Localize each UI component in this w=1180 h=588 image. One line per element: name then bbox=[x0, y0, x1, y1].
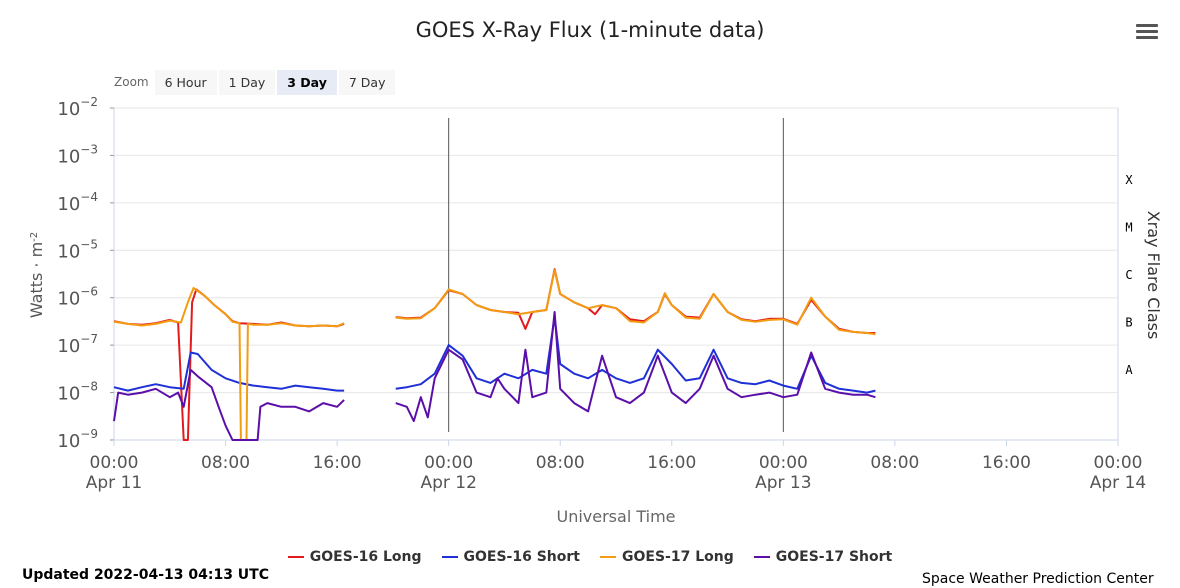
x-tick-time-label: 16:00 bbox=[647, 453, 696, 473]
zoom-selector: Zoom 6 Hour 1 Day 3 Day 7 Day bbox=[114, 69, 397, 95]
flare-class-label: C bbox=[1125, 268, 1132, 282]
legend-swatch bbox=[441, 556, 458, 558]
series-line-goes-17-long bbox=[113, 269, 876, 441]
series-lines bbox=[113, 268, 876, 441]
hamburger-menu-icon[interactable] bbox=[1136, 24, 1158, 42]
y-tick-label: 10−6 bbox=[57, 285, 98, 310]
zoom-1-day-button[interactable]: 1 Day bbox=[218, 69, 276, 95]
zoom-7-day-button[interactable]: 7 Day bbox=[338, 69, 396, 95]
x-tick-time-label: 16:00 bbox=[313, 453, 362, 473]
series-line-goes-16-short bbox=[113, 315, 876, 394]
grid bbox=[113, 107, 1119, 441]
credit-text: Space Weather Prediction Center bbox=[922, 571, 1154, 587]
x-tick-time-label: 00:00 bbox=[90, 453, 139, 473]
zoom-6-hour-button[interactable]: 6 Hour bbox=[154, 69, 217, 95]
x-tick-date-label: Apr 12 bbox=[420, 473, 476, 493]
legend-label: GOES-16 Short bbox=[463, 549, 580, 565]
y-tick-label: 10−3 bbox=[57, 142, 98, 167]
x-tick-date-label: Apr 11 bbox=[86, 473, 142, 493]
y-tick-label: 10−7 bbox=[57, 332, 98, 357]
y-tick-label: 10−9 bbox=[57, 427, 98, 452]
flare-class-label: A bbox=[1125, 363, 1133, 377]
flare-class-label: X bbox=[1125, 173, 1133, 187]
legend-swatch bbox=[600, 556, 616, 558]
day-markers bbox=[448, 118, 784, 432]
x-tick-time-label: 08:00 bbox=[201, 453, 250, 473]
legend-label: GOES-17 Short bbox=[775, 549, 893, 565]
y-tick-label: 10−8 bbox=[57, 380, 98, 405]
x-axis-label: Universal Time bbox=[556, 507, 675, 526]
x-tick-time-label: 16:00 bbox=[982, 453, 1031, 473]
legend-goes17-long[interactable]: GOES-17 Long bbox=[600, 549, 734, 565]
x-tick-time-label: 00:00 bbox=[424, 453, 473, 473]
x-tick-time-label: 00:00 bbox=[1094, 453, 1143, 473]
x-tick-time-label: 08:00 bbox=[536, 453, 585, 473]
legend-goes17-short[interactable]: GOES-17 Short bbox=[753, 549, 893, 565]
series-line-goes-17-short bbox=[113, 311, 876, 441]
flare-class-label: M bbox=[1125, 221, 1132, 235]
legend: GOES-16 Long GOES-16 Short GOES-17 Long … bbox=[0, 549, 1180, 565]
x-tick-date-label: Apr 13 bbox=[755, 473, 811, 493]
zoom-label: Zoom bbox=[114, 75, 149, 89]
flare-class-label: B bbox=[1125, 315, 1132, 329]
y-tick-label: 10−4 bbox=[57, 190, 98, 215]
zoom-3-day-button[interactable]: 3 Day bbox=[277, 69, 337, 95]
y-axis-label: Watts · m-2 bbox=[27, 232, 46, 318]
y-tick-label: 10−5 bbox=[57, 237, 98, 262]
chart-title: GOES X-Ray Flux (1-minute data) bbox=[415, 18, 765, 42]
x-tick-date-label: Apr 14 bbox=[1090, 473, 1146, 493]
y-axis: 10−9 10−8 10−7 10−6 10−5 10−4 10−3 10−2 bbox=[57, 95, 114, 452]
legend-swatch bbox=[287, 556, 304, 558]
x-tick-time-label: 08:00 bbox=[870, 453, 919, 473]
flare-class-axis: X M C B A bbox=[1125, 173, 1133, 377]
legend-label: GOES-17 Long bbox=[622, 549, 734, 565]
legend-label: GOES-16 Long bbox=[309, 549, 422, 565]
plot-border bbox=[113, 107, 1119, 441]
series-line-goes-16-long bbox=[113, 268, 876, 441]
updated-timestamp: Updated 2022-04-13 04:13 UTC bbox=[22, 567, 269, 583]
legend-goes16-long[interactable]: GOES-16 Long bbox=[287, 549, 422, 565]
legend-goes16-short[interactable]: GOES-16 Short bbox=[441, 549, 580, 565]
legend-swatch bbox=[753, 556, 770, 558]
x-tick-time-label: 00:00 bbox=[759, 453, 808, 473]
y-tick-label: 10−2 bbox=[57, 95, 98, 120]
y2-axis-label: Xray Flare Class bbox=[1144, 211, 1163, 340]
